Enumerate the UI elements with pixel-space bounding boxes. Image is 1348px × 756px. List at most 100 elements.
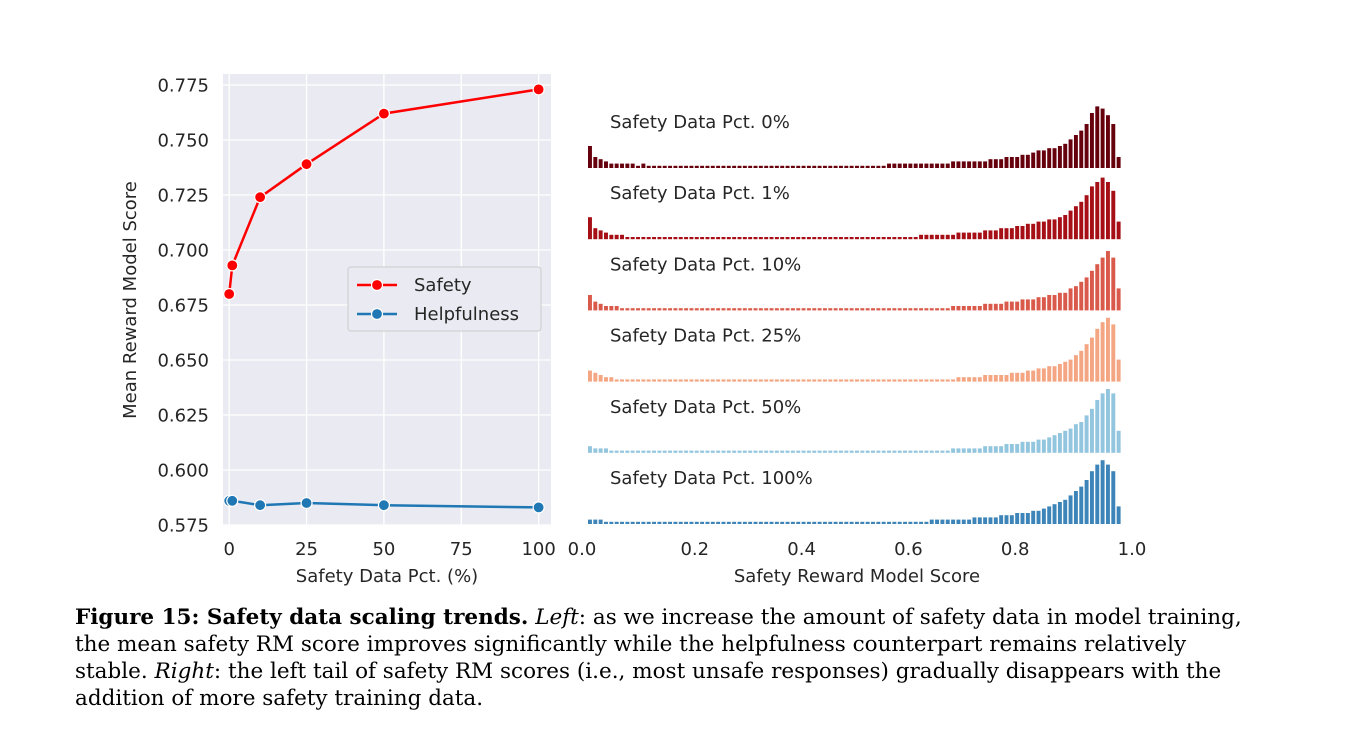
histogram-row: Safety Data Pct. 10% — [588, 251, 1121, 311]
histogram-bar — [844, 450, 849, 453]
histogram-bar — [753, 237, 758, 240]
histogram-panel: Safety Data Pct. 0% Safety Data Pct. 1% Sa… — [568, 106, 1146, 587]
histogram-bar — [753, 450, 758, 453]
histogram-bar — [1100, 322, 1105, 382]
histogram-bar — [694, 379, 699, 382]
histogram-bar — [1052, 366, 1057, 382]
histogram-bar — [881, 237, 886, 240]
figure-caption: Figure 15: Safety data scaling trends. L… — [75, 604, 1265, 712]
histogram-bar — [630, 450, 635, 453]
histogram-bar — [838, 521, 843, 524]
histogram-bar — [1025, 513, 1030, 524]
histogram-bar — [785, 237, 790, 240]
histogram-bar — [876, 165, 881, 168]
histogram-bar — [1057, 364, 1062, 382]
histogram-bar — [812, 237, 817, 240]
histogram-bar — [972, 448, 977, 453]
histogram-bar — [705, 450, 710, 453]
y-tick-label: 0.725 — [157, 186, 209, 207]
histogram-bar — [641, 237, 646, 240]
histogram-bar — [919, 450, 924, 453]
histogram-bar — [636, 237, 640, 240]
histogram-bar — [1111, 393, 1116, 453]
data-point-helpfulness — [532, 501, 545, 514]
data-point-helpfulness — [300, 496, 313, 510]
histogram-bar — [855, 521, 859, 524]
histogram-bar — [871, 165, 875, 168]
histogram-bar — [1015, 513, 1020, 524]
histogram-bar — [769, 237, 774, 240]
histogram-bar — [817, 237, 822, 240]
histogram-bar — [876, 450, 881, 453]
histogram-bar — [588, 446, 592, 453]
histogram-bar — [913, 450, 918, 453]
histogram-bar — [689, 237, 694, 240]
histogram-bar — [972, 377, 977, 382]
histogram-bar — [641, 379, 646, 382]
histogram-bar — [620, 308, 624, 311]
histogram-bar — [636, 308, 640, 311]
histogram-bar — [737, 237, 742, 240]
histogram-bar — [732, 450, 737, 453]
histogram-bar — [673, 165, 678, 168]
histogram-bar — [983, 161, 988, 168]
histogram-bar — [764, 237, 769, 240]
histogram-row: Safety Data Pct. 50% — [588, 389, 1121, 453]
histogram-bar — [1063, 292, 1068, 311]
data-point-safety — [532, 83, 545, 96]
histogram-bar — [1004, 301, 1009, 311]
histogram-bar — [1015, 301, 1020, 311]
histogram-bar — [785, 450, 790, 453]
histogram-bar — [716, 308, 721, 311]
histogram-bar — [662, 237, 667, 240]
histogram-bar — [977, 306, 982, 311]
histogram-bar — [1004, 228, 1009, 240]
histogram-bar — [657, 308, 662, 311]
histogram-bar — [625, 450, 630, 453]
histogram-bar — [988, 517, 993, 524]
histogram-bar — [838, 379, 843, 382]
histogram-bar — [598, 230, 603, 240]
histogram-bar — [1057, 502, 1062, 524]
histogram-bar — [598, 159, 603, 168]
histogram-bar — [929, 308, 934, 311]
histogram-bar — [1116, 221, 1121, 240]
histogram-bar — [833, 379, 838, 382]
histogram-bar — [897, 163, 902, 168]
histogram-bar — [940, 379, 945, 382]
legend: Safety Helpfulness — [347, 266, 542, 332]
histogram-bar — [1100, 460, 1105, 524]
histogram-bar — [860, 308, 865, 311]
caption-label: Figure 15: Safety data scaling trends. — [75, 605, 529, 630]
histogram-bar — [657, 237, 662, 240]
histogram-bar — [924, 163, 929, 168]
caption-right-word: Right — [154, 659, 214, 684]
histogram-bar — [1020, 226, 1025, 240]
histogram-bar — [636, 165, 640, 168]
histogram-bar — [588, 217, 592, 240]
histogram-bar — [678, 165, 683, 168]
histogram-bar — [817, 165, 822, 168]
histogram-bar — [908, 521, 913, 524]
histogram-bar — [913, 379, 918, 382]
histogram-bar — [705, 379, 710, 382]
histogram-bar — [844, 521, 849, 524]
histogram-bar — [625, 237, 630, 240]
histogram-bar — [758, 237, 763, 240]
histogram-bar — [758, 521, 763, 524]
histogram-bar — [780, 379, 785, 382]
histogram-bar — [721, 521, 726, 524]
histogram-bar — [817, 379, 822, 382]
histogram-bar — [993, 230, 998, 240]
histogram-bar — [780, 237, 785, 240]
histogram-bar — [855, 237, 859, 240]
histogram-bar — [828, 379, 833, 382]
histogram-bar — [593, 157, 598, 168]
histogram-bar — [636, 521, 640, 524]
histogram-bar — [726, 379, 731, 382]
histogram-bar — [967, 161, 972, 168]
histogram-bar — [1036, 439, 1041, 453]
histogram-bar — [785, 379, 790, 382]
histogram-bar — [833, 237, 838, 240]
histogram-bar — [769, 521, 774, 524]
